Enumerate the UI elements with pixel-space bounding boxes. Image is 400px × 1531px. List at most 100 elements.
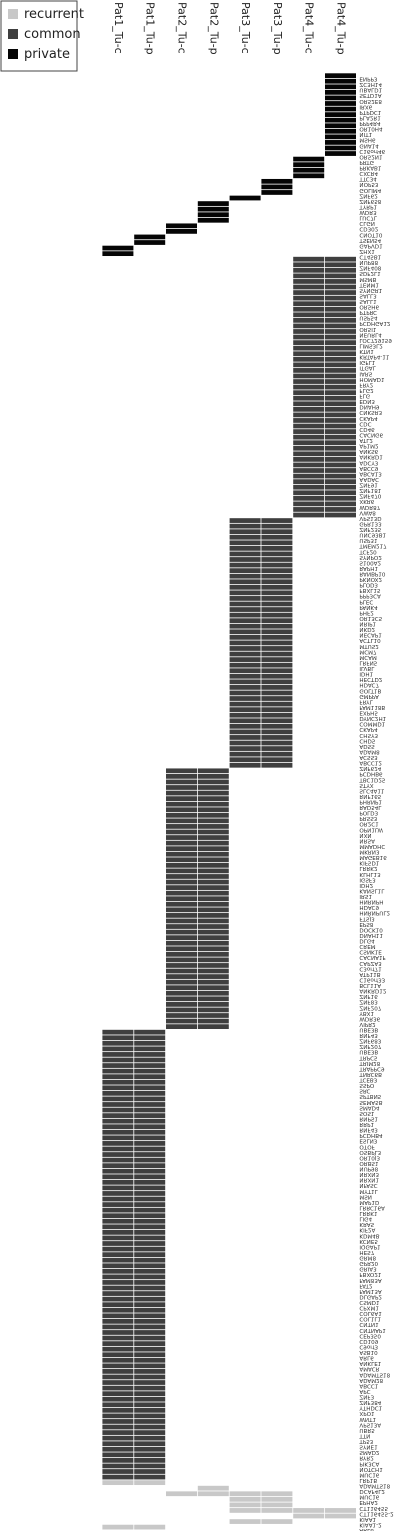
gene-label: LRP1B [359,1477,377,1483]
gene-label: FAT2 [359,1282,372,1288]
cell-common [102,1168,134,1174]
cell-common [134,1141,166,1146]
gene-label: MMADHC [359,843,385,849]
gene-label: LUC7L [359,215,377,221]
cell-common [229,762,261,768]
gene-label: ABCC12 [359,760,382,766]
gene-label: VWA8 [359,509,376,515]
cell-common [293,256,325,262]
cell-common [325,490,356,496]
cell-common [229,607,261,612]
cell-private [166,223,197,229]
cell-common [293,395,325,401]
cell-common [197,812,229,818]
gene-label: ZHX1 [359,248,375,254]
cell-common [102,1446,134,1452]
gene-label: GAPVD1 [359,242,383,248]
cell-common [134,1146,166,1152]
gene-label: KIAA1 [359,1516,376,1522]
gene-label: LRFN5 [359,659,377,665]
cell-common [229,590,261,596]
cell-common [166,773,197,779]
cell-recurrent [197,1491,229,1497]
gene-label: DYNC2H1 [359,715,386,721]
cell-common [102,1235,134,1241]
cell-common [293,495,325,501]
cell-common [293,468,325,473]
gene-label: WDR87 [359,504,380,510]
cell-common [325,390,356,396]
gene-label: MAP1D [359,1199,379,1205]
cell-common [102,1302,134,1308]
cell-common [134,1452,166,1458]
cell-common [229,757,261,763]
cell-common [102,1029,134,1035]
cell-common [325,468,356,473]
cell-common [261,729,293,735]
gene-label: AADAC [359,476,379,482]
gene-label: SYNPO2 [359,554,382,560]
cell-common [229,640,261,646]
gene-label: NKD2 [359,626,375,632]
cell-common [293,345,325,351]
cell-common [229,707,261,713]
gene-label: NRIP1 [359,621,376,627]
cell-common [197,779,229,785]
gene-label: DLG4 [359,938,375,944]
cell-private [197,217,229,223]
cell-common [102,1196,134,1202]
cell-common [229,751,261,757]
gene-label: LRRK2 [359,865,377,871]
cell-private [166,229,197,234]
gene-label: VPS13D [359,515,381,521]
cell-common [134,1441,166,1447]
cell-common [261,690,293,696]
cell-common [102,1224,134,1230]
gene-label: KRAS [359,1221,374,1227]
gene-label: OTOF [359,1143,374,1149]
cell-common [197,929,229,935]
cell-common [293,423,325,429]
gene-label: PRSS3 [359,815,377,821]
cell-common [229,746,261,751]
cell-recurrent [229,1519,261,1524]
gene-label: TRPC5 [358,1054,378,1060]
cell-common [229,712,261,718]
cell-common [325,284,356,290]
cell-common [166,974,197,979]
cell-common [102,1085,134,1091]
cell-common [166,868,197,874]
gene-label: FBXO21 [359,1271,381,1277]
cell-common [102,1263,134,1269]
cell-common [102,1035,134,1041]
gene-label: CACNG6 [359,431,383,437]
gene-label: ANKRD1 [359,454,383,460]
cell-common [134,1430,166,1435]
cell-common [102,1374,134,1380]
cell-common [229,740,261,746]
cell-common [102,1079,134,1085]
gene-label: ZNF624 [359,765,381,771]
heatmap-cells [102,73,356,1530]
cell-common [261,529,293,535]
cell-recurrent [102,1524,134,1530]
cell-common [134,1424,166,1430]
cell-common [134,1068,166,1074]
gene-label: ARL6 [359,1527,374,1531]
cell-common [166,1018,197,1024]
cell-common [134,1213,166,1219]
gene-label: COL6A1 [359,1310,382,1316]
cell-common [166,829,197,835]
gene-label: PCDHB6 [359,771,383,777]
cell-common [197,996,229,1002]
cell-common [261,735,293,740]
cell-common [229,701,261,707]
cell-private [197,201,229,206]
cell-common [293,284,325,290]
cell-common [261,679,293,685]
gene-label: ATL2 [359,437,372,443]
gene-label: CSMD1 [359,1299,380,1305]
cell-common [134,1218,166,1224]
cell-common [166,779,197,785]
cell-common [325,317,356,323]
